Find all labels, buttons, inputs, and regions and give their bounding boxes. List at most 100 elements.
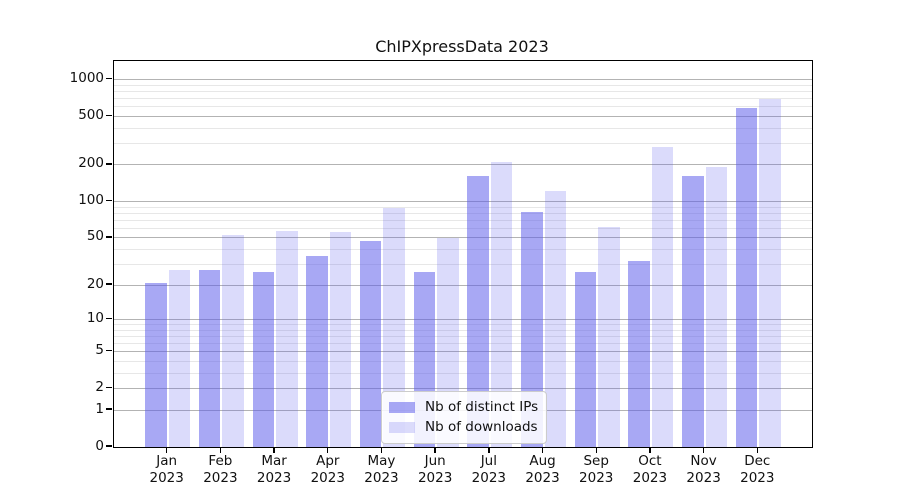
minor-gridline [114, 206, 812, 208]
y-tick-label: 500 [78, 106, 104, 123]
legend: Nb of distinct IPs Nb of downloads [381, 391, 547, 444]
x-tick-mark [380, 447, 383, 453]
x-tick-mark [165, 447, 168, 453]
minor-gridline [114, 90, 812, 92]
major-gridline [114, 388, 812, 390]
x-tick-label-nov: Nov 2023 [686, 453, 721, 486]
major-gridline [114, 351, 812, 353]
bar-downloads-jan [168, 269, 191, 447]
y-tick-mark [106, 283, 112, 285]
y-tick-label: 2 [95, 379, 104, 396]
x-tick-label-apr: Apr 2023 [310, 453, 345, 486]
x-tick-label-mar: Mar 2023 [256, 453, 292, 486]
bar-distinct-ips-jan [145, 282, 167, 447]
x-tick-label-jul: Jul 2023 [471, 453, 507, 486]
plot-area [113, 60, 813, 448]
bar-distinct-ips-sep [574, 271, 597, 447]
y-tick-label: 1000 [69, 69, 104, 86]
bar-downloads-oct [651, 147, 674, 447]
bar-downloads-jul [490, 162, 513, 447]
y-tick-label: 0 [95, 437, 104, 454]
y-tick-mark [106, 163, 112, 165]
chart-title: ChIPXpressData 2023 [375, 37, 549, 56]
bar-distinct-ips-jul [467, 175, 489, 447]
x-tick-mark [488, 447, 490, 453]
y-tick-label: 1 [95, 400, 104, 417]
bar-downloads-sep [598, 226, 620, 447]
legend-swatch-downloads [389, 421, 415, 433]
y-tick-mark [106, 114, 112, 116]
legend-label-distinct-ips: Nb of distinct IPs [425, 399, 539, 415]
x-tick-mark [327, 447, 329, 453]
x-tick-label-aug: Aug 2023 [525, 453, 560, 486]
y-tick-label: 5 [95, 342, 104, 359]
minor-gridline [114, 263, 812, 265]
bar-distinct-ips-apr [306, 256, 328, 447]
x-tick-mark [273, 447, 275, 453]
minor-gridline [114, 372, 812, 374]
bar-downloads-may [383, 208, 405, 447]
minor-gridline [114, 335, 812, 337]
major-gridline [114, 115, 812, 117]
bar-distinct-ips-may [359, 241, 382, 447]
x-tick-mark [756, 447, 758, 453]
legend-label-downloads: Nb of downloads [425, 419, 538, 435]
major-gridline [114, 200, 812, 202]
bar-downloads-feb [222, 234, 244, 447]
x-tick-label-may: May 2023 [364, 453, 399, 486]
major-gridline [114, 237, 812, 239]
x-tick-label-oct: Oct 2023 [632, 453, 668, 486]
bar-distinct-ips-feb [198, 269, 221, 447]
y-tick-label: 10 [86, 309, 104, 326]
minor-gridline [114, 142, 812, 144]
y-tick-label: 50 [86, 228, 104, 245]
x-tick-mark [595, 447, 597, 453]
minor-gridline [114, 329, 812, 331]
x-tick-label-sep: Sep 2023 [579, 453, 614, 486]
y-tick-mark [106, 77, 112, 80]
bar-distinct-ips-dec [735, 108, 758, 447]
bar-downloads-apr [329, 231, 352, 447]
minor-gridline [114, 324, 812, 326]
minor-gridline [114, 212, 812, 214]
x-tick-mark [219, 447, 222, 453]
minor-gridline [114, 127, 812, 129]
bar-distinct-ips-mar [252, 271, 275, 447]
major-gridline [114, 318, 812, 320]
x-tick-mark [541, 447, 544, 453]
y-tick-label: 200 [78, 155, 104, 172]
y-tick-mark [106, 445, 112, 447]
x-tick-label-jan: Jan 2023 [149, 453, 184, 486]
y-tick-mark [106, 349, 112, 352]
minor-gridline [114, 219, 812, 221]
bar-downloads-aug [544, 191, 567, 447]
minor-gridline [114, 84, 812, 86]
major-gridline [114, 78, 812, 80]
legend-item-distinct-ips: Nb of distinct IPs [389, 397, 538, 417]
legend-swatch-distinct-ips [389, 401, 415, 413]
x-tick-label-jun: Jun 2023 [417, 453, 453, 486]
x-tick-label-dec: Dec 2023 [740, 453, 775, 486]
x-tick-mark [649, 447, 651, 453]
y-tick-mark [106, 386, 112, 389]
x-tick-mark [702, 447, 705, 453]
minor-gridline [114, 360, 812, 362]
y-tick-mark [106, 317, 112, 320]
bar-downloads-mar [276, 231, 298, 447]
bar-distinct-ips-oct [628, 261, 650, 447]
minor-gridline [114, 97, 812, 99]
y-tick-mark [106, 408, 112, 410]
x-tick-mark [434, 447, 436, 453]
major-gridline [114, 284, 812, 286]
major-gridline [114, 164, 812, 166]
minor-gridline [114, 227, 812, 229]
y-tick-label: 100 [78, 191, 104, 208]
bar-downloads-dec [759, 99, 781, 447]
bar-downloads-nov [705, 166, 728, 447]
minor-gridline [114, 248, 812, 250]
legend-item-downloads: Nb of downloads [389, 417, 538, 437]
y-tick-mark [106, 199, 112, 202]
minor-gridline [114, 106, 812, 108]
minor-gridline [114, 342, 812, 344]
